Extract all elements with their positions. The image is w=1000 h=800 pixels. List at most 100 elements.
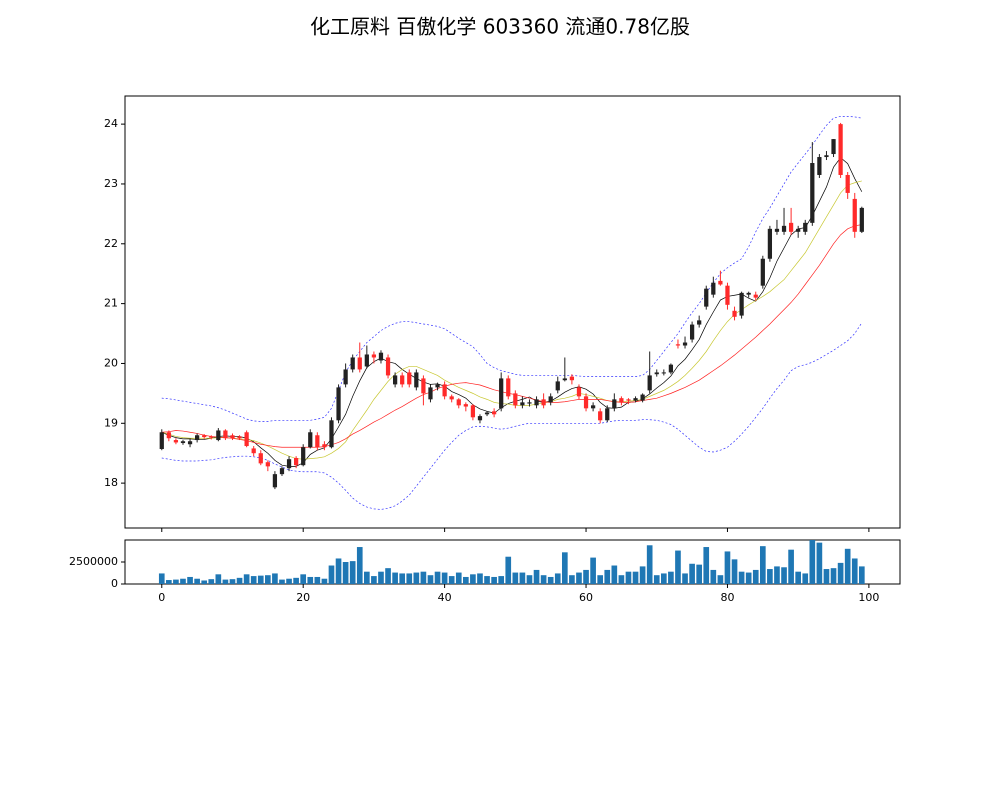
x-tick-label: 40 <box>438 591 452 604</box>
volume-bar <box>448 576 455 584</box>
candle-body <box>661 372 666 374</box>
volume-bar <box>653 575 660 584</box>
candle-body <box>484 412 490 415</box>
volume-bar <box>795 571 802 584</box>
volume-bar <box>837 562 844 584</box>
volume-bar <box>851 558 858 584</box>
volume-bar <box>710 569 717 584</box>
volume-bar <box>660 573 667 584</box>
volume-bar <box>342 562 349 584</box>
volume-bar <box>215 574 222 584</box>
candle-body <box>428 387 433 400</box>
volume-bar <box>668 571 674 584</box>
volume-bar <box>385 568 391 584</box>
candle-body <box>619 398 624 403</box>
volume-bar <box>781 567 787 584</box>
volume-bar <box>547 576 554 584</box>
candle-body <box>414 372 419 388</box>
volume-bar <box>774 566 780 584</box>
y-tick-label: 20 <box>104 356 118 369</box>
volume-bar <box>356 547 363 584</box>
candle-body <box>392 375 398 385</box>
volume-bar <box>597 575 604 584</box>
y-tick-label: 0 <box>111 577 118 590</box>
candle-body <box>244 432 249 447</box>
candle-body <box>612 399 617 409</box>
candle-body <box>187 441 193 445</box>
candle-body <box>180 441 186 444</box>
candle-body <box>555 381 560 391</box>
volume-bar <box>222 579 229 584</box>
y-tick-label: 2500000 <box>69 555 118 568</box>
candle-body <box>279 468 285 475</box>
volume-bar <box>463 576 469 584</box>
candle-body <box>258 453 263 464</box>
volume-bar <box>689 563 695 584</box>
candle-body <box>845 174 850 193</box>
volume-bar <box>823 569 830 584</box>
candle-body <box>788 222 794 232</box>
candle-body <box>590 405 596 409</box>
candle-body <box>407 372 412 385</box>
volume-bar <box>639 566 646 584</box>
candle-body <box>209 436 214 438</box>
volume-bar <box>272 573 278 584</box>
volume-bar <box>187 576 193 584</box>
candle-body <box>576 387 582 397</box>
volume-bar <box>632 571 639 584</box>
candle-body <box>301 447 306 466</box>
candle-body <box>647 375 652 391</box>
volume-bar <box>696 564 703 584</box>
volume-bar <box>328 565 335 584</box>
candle-body <box>689 324 695 340</box>
volume-bar <box>257 575 264 584</box>
candle-body <box>421 378 426 394</box>
chart-title: 化工原料 百傲化学 603360 流通0.78亿股 <box>310 15 690 39</box>
x-tick-label: 20 <box>296 591 310 604</box>
candle-body <box>859 207 864 232</box>
candle-body <box>371 354 377 358</box>
candle-body <box>668 364 674 373</box>
candle-body <box>732 310 737 317</box>
volume-bar <box>243 574 250 584</box>
volume-bar <box>236 577 243 584</box>
candle-body <box>166 432 171 439</box>
candle-body <box>216 430 221 441</box>
candle-body <box>654 372 659 375</box>
candle-body <box>272 474 278 488</box>
candle-body <box>357 357 362 370</box>
candle-body <box>739 292 744 316</box>
candle-body <box>831 139 836 155</box>
volume-bar <box>519 572 526 584</box>
candle-body <box>605 408 610 421</box>
y-tick-label: 24 <box>104 117 118 130</box>
candle-body <box>195 435 200 441</box>
volume-bar <box>554 573 561 584</box>
candle-body <box>385 357 391 376</box>
y-tick-label: 23 <box>104 177 118 190</box>
candle-body <box>463 404 468 407</box>
volume-bar <box>392 572 398 584</box>
candle-body <box>541 399 546 406</box>
volume-bar <box>158 573 165 584</box>
y-tick-label: 19 <box>104 416 118 429</box>
volume-bar <box>314 576 321 584</box>
candle-body <box>562 378 567 381</box>
volume-bar <box>455 572 462 584</box>
candle-body <box>803 222 808 232</box>
volume-bar <box>561 552 568 584</box>
volume-bar <box>166 580 172 584</box>
candle-body <box>675 344 681 346</box>
candle-body <box>810 163 815 223</box>
candle-body <box>336 387 341 421</box>
volume-bar <box>498 576 505 584</box>
candle-body <box>364 354 369 367</box>
candle-body <box>548 396 553 403</box>
volume-bar <box>300 574 307 584</box>
volume-bar <box>229 579 236 584</box>
x-tick-label: 80 <box>720 591 734 604</box>
candle-body <box>315 435 320 448</box>
candle-body <box>534 399 539 406</box>
candle-body <box>781 225 787 232</box>
